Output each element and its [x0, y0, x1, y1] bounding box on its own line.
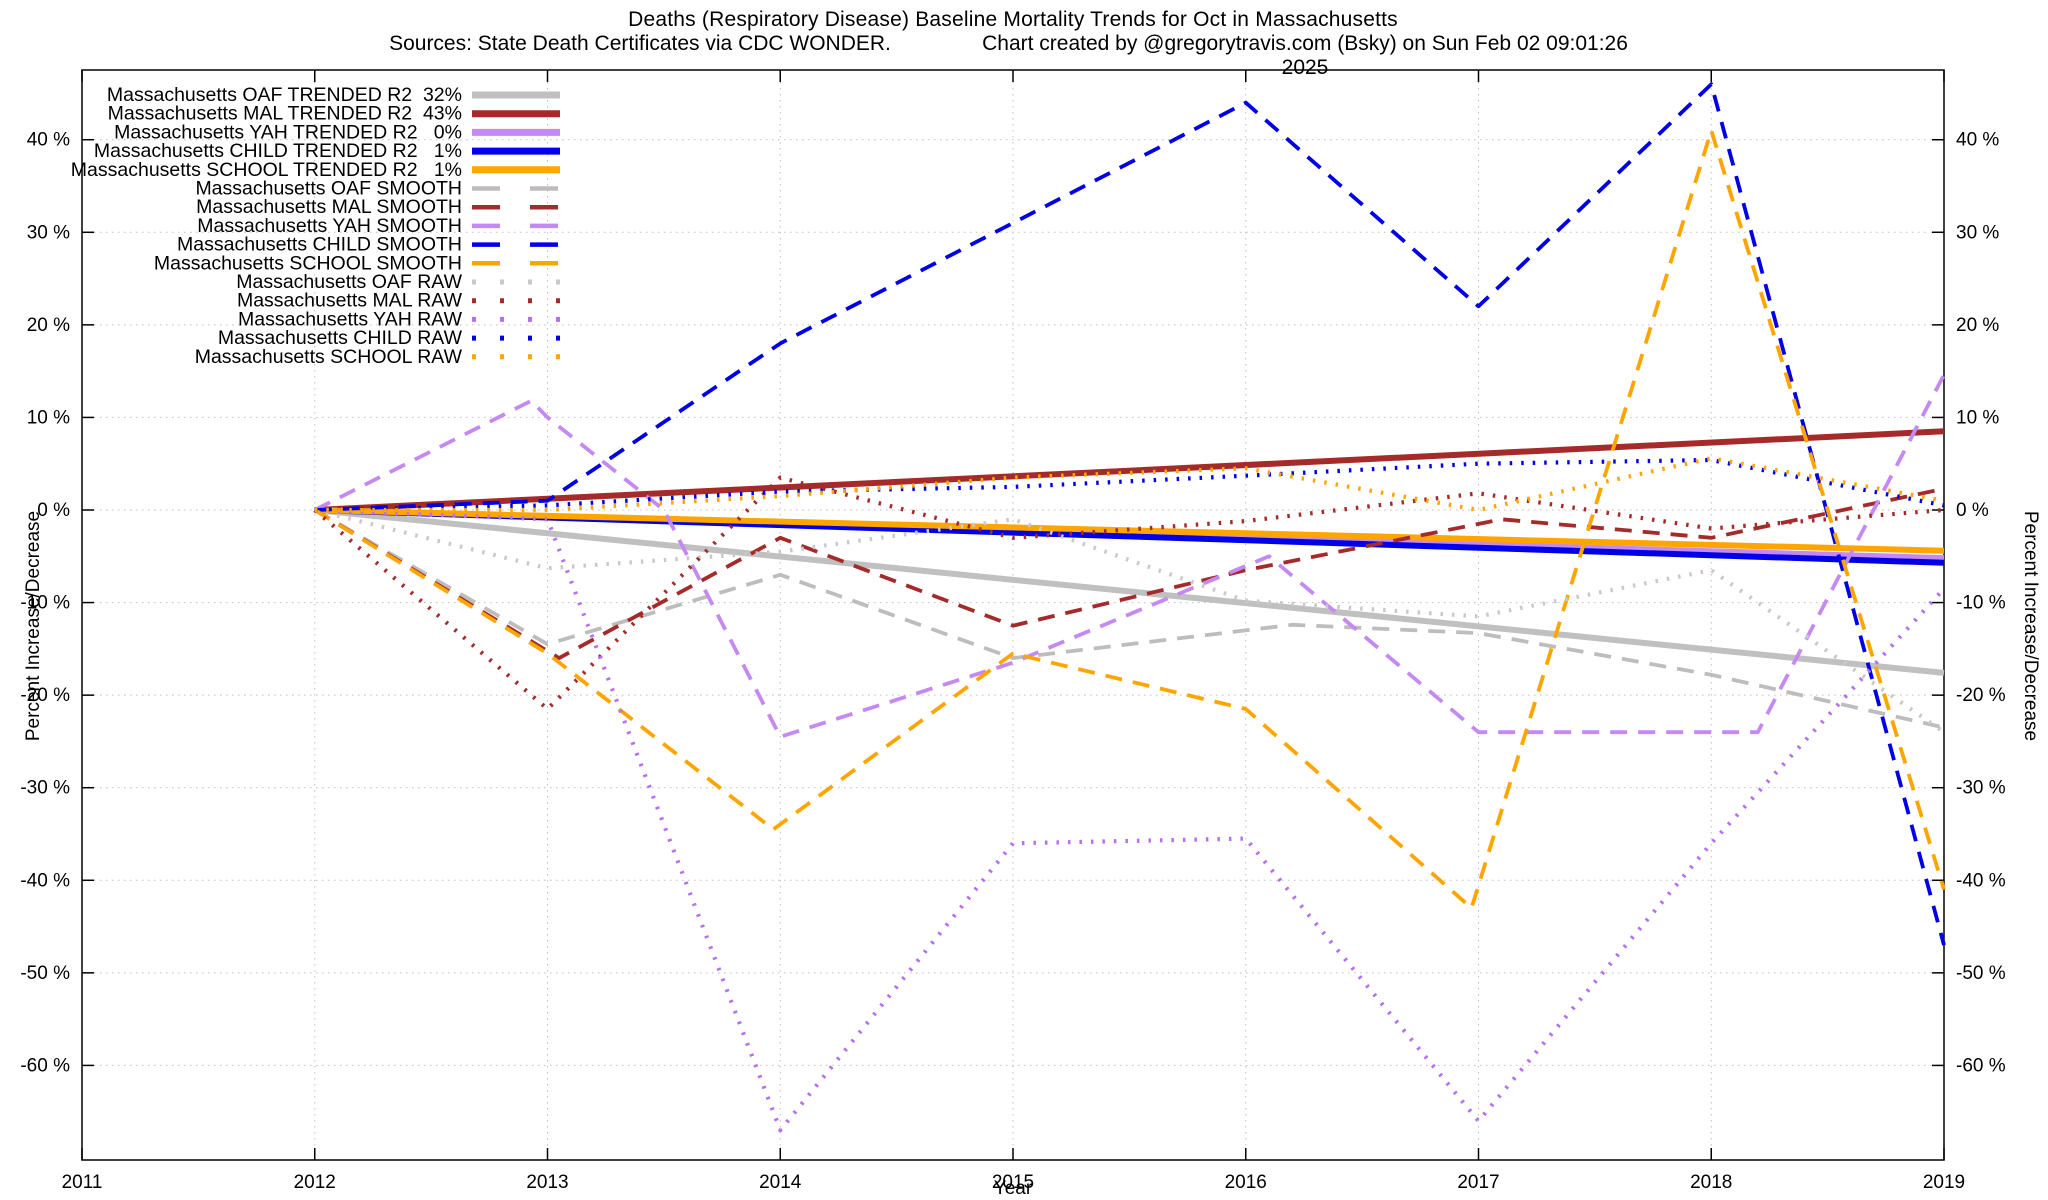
y-tick-label-right: 20 %	[1956, 315, 1999, 336]
y-tick-label-left: 0 %	[37, 500, 70, 521]
y-tick-label-left: 10 %	[27, 407, 70, 428]
legend-label-ma-mal-smooth: Massachusetts MAL SMOOTH	[196, 196, 462, 218]
x-axis-label: Year	[993, 1178, 1033, 1199]
legend-label-ma-oaf-trended: Massachusetts OAF TRENDED R2 32%	[107, 84, 462, 106]
y-tick-label-left: -60 %	[20, 1055, 70, 1076]
axis-ticks	[81, 70, 1945, 1160]
y-axis-label-right: Percent Increase/Decrease	[2020, 510, 2041, 742]
x-tick-label: 2016	[1225, 1172, 1267, 1193]
legend: Massachusetts OAF TRENDED R2 32%Massachu…	[71, 84, 560, 368]
y-axis-label-left: Percent Increase/Decrease	[23, 510, 44, 742]
y-tick-label-right: 0 %	[1956, 500, 1989, 521]
y-tick-label-left: -20 %	[20, 685, 70, 706]
y-tick-label-left: -30 %	[20, 778, 70, 799]
x-tick-label: 2013	[526, 1172, 568, 1193]
y-tick-label-left: 30 %	[27, 222, 70, 243]
series-ma-school-smooth	[313, 128, 1946, 910]
x-tick-label: 2015	[992, 1172, 1034, 1193]
y-tick-label-right: -40 %	[1956, 870, 2006, 891]
series-ma-school-raw	[314, 456, 1945, 513]
legend-label-ma-mal-raw: Massachusetts MAL RAW	[237, 290, 463, 312]
y-tick-label-right: -30 %	[1956, 778, 2006, 799]
series-lines	[313, 82, 1946, 1133]
series-ma-yah-raw	[314, 507, 1946, 1133]
legend-label-ma-oaf-raw: Massachusetts OAF RAW	[236, 271, 462, 293]
chart-title: Deaths (Respiratory Disease) Baseline Mo…	[628, 8, 1398, 31]
series-ma-oaf-smooth	[313, 508, 1945, 730]
y-tick-label-right: -10 %	[1956, 593, 2006, 614]
y-tick-label-left: 20 %	[27, 315, 70, 336]
y-tick-label-left: -50 %	[20, 963, 70, 984]
series-ma-yah-smooth	[313, 373, 1946, 739]
y-tick-label-left: -10 %	[20, 593, 70, 614]
x-tick-label: 2011	[62, 1172, 103, 1193]
y-tick-label-left: 40 %	[27, 130, 70, 151]
legend-label-ma-child-trended: Massachusetts CHILD TRENDED R2 1%	[94, 140, 462, 162]
x-tick-label: 2018	[1690, 1172, 1732, 1193]
chart-source-note: Sources: State Death Certificates via CD…	[389, 32, 891, 55]
series-ma-oaf-trended	[314, 507, 1945, 676]
legend-label-ma-school-trended: Massachusetts SCHOOL TRENDED R2 1%	[71, 159, 462, 181]
y-tick-label-left: -40 %	[20, 870, 70, 891]
y-tick-label-right: 10 %	[1956, 407, 1999, 428]
series-ma-mal-trended	[314, 428, 1945, 513]
legend-label-ma-school-raw: Massachusetts SCHOOL RAW	[195, 346, 463, 368]
y-tick-label-right: 30 %	[1956, 222, 1999, 243]
legend-label-ma-child-smooth: Massachusetts CHILD SMOOTH	[177, 234, 462, 256]
x-tick-label: 2019	[1923, 1172, 1965, 1193]
y-tick-label-right: -50 %	[1956, 963, 2006, 984]
y-tick-label-right: 40 %	[1956, 130, 1999, 151]
chart-credit-note: Chart created by @gregorytravis.com (Bsk…	[982, 32, 1628, 79]
series-ma-mal-raw	[313, 475, 1945, 712]
x-tick-label: 2012	[294, 1172, 336, 1193]
series-ma-child-smooth	[314, 82, 1946, 946]
legend-label-ma-oaf-smooth: Massachusetts OAF SMOOTH	[195, 178, 462, 200]
x-tick-label: 2014	[759, 1172, 802, 1193]
legend-label-ma-school-smooth: Massachusetts SCHOOL SMOOTH	[154, 252, 462, 274]
legend-label-ma-yah-raw: Massachusetts YAH RAW	[238, 308, 463, 330]
legend-label-ma-child-raw: Massachusetts CHILD RAW	[218, 327, 463, 349]
legend-label-ma-yah-trended: Massachusetts YAH TRENDED R2 0%	[114, 121, 462, 143]
y-tick-label-right: -20 %	[1956, 685, 2006, 706]
legend-label-ma-yah-smooth: Massachusetts YAH SMOOTH	[197, 215, 462, 237]
axis-tick-labels: 40 % 40 % 30 % 30 % 20 % 20 % 10 % 10 % 0 % 0 % -1…	[20, 130, 2005, 1193]
legend-label-ma-mal-trended: Massachusetts MAL TRENDED R2 43%	[108, 103, 462, 125]
series-ma-mal-smooth	[313, 486, 1945, 660]
gridlines	[81, 70, 1945, 1160]
x-tick-label: 2017	[1457, 1172, 1499, 1193]
y-tick-label-right: -60 %	[1956, 1055, 2006, 1076]
series-ma-child-raw	[314, 457, 1945, 513]
